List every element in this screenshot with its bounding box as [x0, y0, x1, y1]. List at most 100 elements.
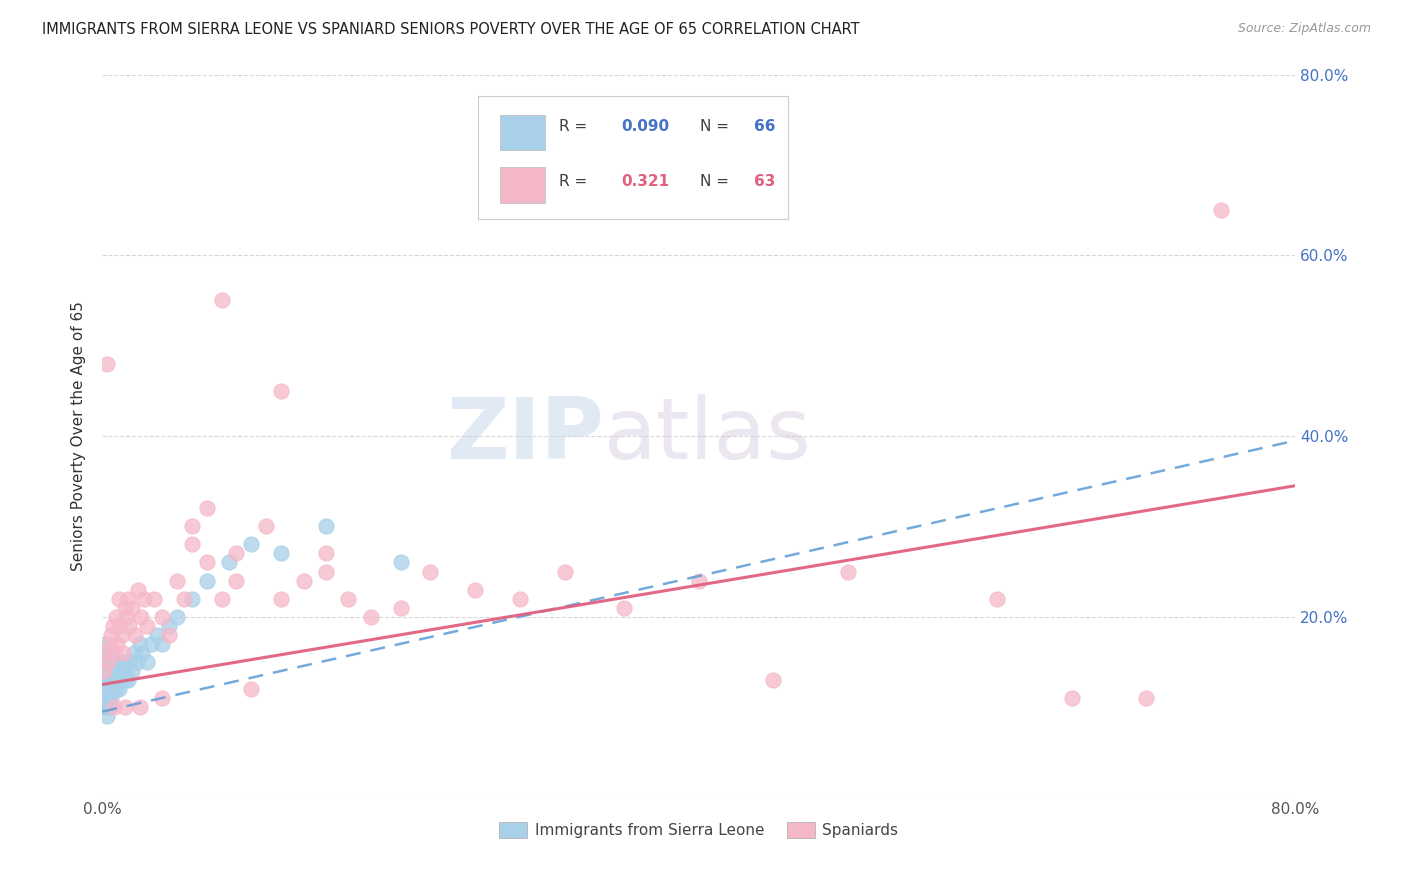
Point [129, 609, 152, 624]
Point [94, 646, 117, 660]
Point [114, 600, 136, 615]
Point [104, 609, 127, 624]
Point [419, 565, 441, 579]
Point [1135, 691, 1157, 706]
Point [509, 591, 531, 606]
Point [554, 565, 576, 579]
Point [166, 609, 188, 624]
Point [98, 700, 121, 714]
Point [337, 591, 360, 606]
Point [150, 691, 173, 706]
Point [105, 673, 128, 687]
Point [108, 673, 131, 687]
Text: 0.090: 0.090 [621, 119, 669, 134]
Point [762, 673, 785, 687]
Text: N =: N = [700, 174, 734, 189]
Point [96, 357, 118, 371]
Point [121, 600, 143, 615]
Point [94, 691, 117, 706]
Point [150, 609, 173, 624]
Point [98, 664, 121, 678]
Point [986, 591, 1008, 606]
Point [100, 691, 122, 706]
Point [103, 646, 125, 660]
Point [112, 655, 135, 669]
Point [292, 574, 315, 588]
Point [98, 637, 121, 651]
Point [118, 655, 141, 669]
Point [195, 556, 218, 570]
Point [96, 673, 118, 687]
Point [464, 582, 486, 597]
Point [114, 700, 136, 714]
Text: 0.321: 0.321 [621, 174, 669, 189]
Point [110, 628, 132, 642]
Point [166, 574, 188, 588]
Point [96, 646, 118, 660]
Point [101, 619, 124, 633]
Point [96, 709, 118, 723]
Point [360, 609, 382, 624]
Point [124, 628, 146, 642]
Point [128, 637, 150, 651]
Point [100, 673, 122, 687]
Point [107, 681, 129, 696]
Point [122, 646, 145, 660]
Point [131, 646, 153, 660]
Point [315, 546, 337, 560]
Point [270, 546, 292, 560]
Point [110, 664, 132, 678]
Point [225, 546, 247, 560]
Point [105, 655, 128, 669]
Text: 63: 63 [754, 174, 775, 189]
Point [98, 646, 121, 660]
Point [128, 700, 150, 714]
Point [93, 664, 115, 678]
Point [107, 591, 129, 606]
Text: N =: N = [700, 119, 734, 134]
Point [94, 637, 117, 651]
Point [93, 655, 115, 669]
Text: Source: ZipAtlas.com: Source: ZipAtlas.com [1237, 22, 1371, 36]
Point [225, 574, 247, 588]
Point [211, 293, 233, 308]
Point [96, 655, 118, 669]
Point [125, 655, 148, 669]
Point [97, 664, 120, 678]
Point [100, 655, 122, 669]
Point [94, 664, 117, 678]
Point [96, 691, 118, 706]
Point [150, 637, 173, 651]
Point [94, 700, 117, 714]
Point [270, 384, 292, 398]
Point [93, 700, 115, 714]
Point [127, 582, 149, 597]
Point [1060, 691, 1083, 706]
Point [96, 664, 118, 678]
Point [97, 691, 120, 706]
Text: ZIP: ZIP [446, 394, 603, 477]
Point [112, 646, 135, 660]
Point [121, 664, 143, 678]
Point [157, 619, 180, 633]
Point [97, 655, 120, 669]
Point [136, 619, 159, 633]
Point [195, 501, 218, 516]
Point [688, 574, 710, 588]
Point [389, 600, 412, 615]
Point [613, 600, 636, 615]
Text: atlas: atlas [603, 394, 811, 477]
Point [173, 591, 195, 606]
Point [96, 681, 118, 696]
Text: IMMIGRANTS FROM SIERRA LEONE VS SPANIARD SENIORS POVERTY OVER THE AGE OF 65 CORR: IMMIGRANTS FROM SIERRA LEONE VS SPANIARD… [42, 22, 860, 37]
Point [93, 664, 115, 678]
Point [254, 519, 277, 533]
Bar [499, 115, 546, 151]
Point [94, 655, 117, 669]
Point [180, 519, 202, 533]
Point [103, 655, 125, 669]
Point [117, 591, 139, 606]
Point [115, 609, 138, 624]
Point [114, 673, 136, 687]
Point [141, 637, 163, 651]
